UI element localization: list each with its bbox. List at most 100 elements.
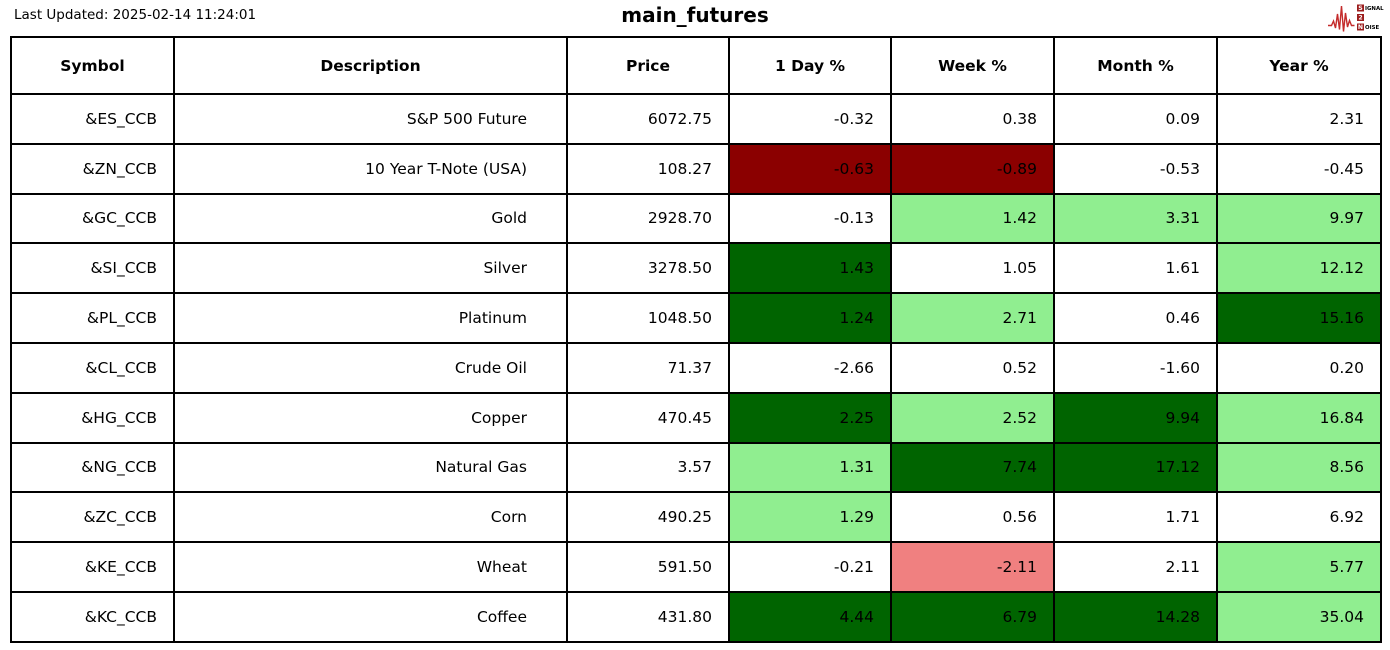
1-day-percent-cell: 2.25: [728, 391, 892, 444]
logo-digit-2: 2: [1358, 15, 1362, 22]
description-cell: Copper: [173, 391, 568, 444]
logo-word-noise: OISE: [1365, 25, 1379, 31]
symbol-cell: &PL_CCB: [10, 292, 175, 344]
month-percent-cell: 14.28: [1053, 590, 1218, 643]
month-percent-cell: 1.61: [1053, 242, 1218, 295]
week-percent-cell: 0.56: [890, 491, 1055, 544]
week-percent-cell: 2.71: [890, 292, 1055, 344]
table-row-gc-ccb: &GC_CCB Gold 2928.70 -0.13 1.42 3.31 9.97: [10, 192, 1382, 245]
1-day-percent-cell: 1.24: [728, 292, 892, 344]
logo-box-n: [1357, 23, 1364, 31]
year-percent-cell: 9.97: [1216, 192, 1382, 245]
month-percent-cell: 2.11: [1053, 541, 1218, 593]
column-header-month: Month %: [1053, 36, 1218, 95]
logo-box-s: [1357, 4, 1364, 12]
price-cell: 6072.75: [566, 93, 730, 145]
year-percent-cell: -0.45: [1216, 142, 1382, 195]
1-day-percent-cell: -0.32: [728, 93, 892, 145]
price-cell: 490.25: [566, 491, 730, 544]
logo-letter-s: S: [1358, 5, 1362, 12]
week-percent-cell: 1.42: [890, 192, 1055, 245]
column-header-1-day: 1 Day %: [728, 36, 892, 95]
table-row-es-ccb: &ES_CCB S&P 500 Future 6072.75 -0.32 0.38 0.0…: [10, 93, 1382, 145]
year-percent-cell: 0.20: [1216, 341, 1382, 394]
description-cell: S&P 500 Future: [173, 93, 568, 145]
price-cell: 71.37: [566, 341, 730, 394]
1-day-percent-cell: -0.13: [728, 192, 892, 245]
column-header-week: Week %: [890, 36, 1055, 95]
price-cell: 3.57: [566, 441, 730, 494]
1-day-percent-cell: 1.31: [728, 441, 892, 494]
symbol-cell: &ZN_CCB: [10, 142, 175, 195]
table-row-ng-ccb: &NG_CCB Natural Gas 3.57 1.31 7.74 17.12 8.56: [10, 441, 1382, 494]
symbol-cell: &CL_CCB: [10, 341, 175, 394]
logo-wordmark: S IGNAL 2 N OISE: [1357, 4, 1384, 31]
week-percent-cell: 7.74: [890, 441, 1055, 494]
week-percent-cell: 2.52: [890, 391, 1055, 444]
symbol-cell: &ZC_CCB: [10, 491, 175, 544]
1-day-percent-cell: 4.44: [728, 590, 892, 643]
1-day-percent-cell: 1.43: [728, 242, 892, 295]
symbol-cell: &NG_CCB: [10, 441, 175, 494]
logo-word-signal: IGNAL: [1365, 6, 1384, 12]
table-row-hg-ccb: &HG_CCB Copper 470.45 2.25 2.52 9.94 16.84: [10, 391, 1382, 444]
description-cell: Wheat: [173, 541, 568, 593]
table-row-cl-ccb: &CL_CCB Crude Oil 71.37 -2.66 0.52 -1.60 0.20: [10, 341, 1382, 394]
year-percent-cell: 12.12: [1216, 242, 1382, 295]
description-cell: 10 Year T-Note (USA): [173, 142, 568, 195]
week-percent-cell: 1.05: [890, 242, 1055, 295]
page-title: main_futures: [621, 3, 769, 27]
price-cell: 470.45: [566, 391, 730, 444]
month-percent-cell: 0.09: [1053, 93, 1218, 145]
week-percent-cell: -2.11: [890, 541, 1055, 593]
price-cell: 2928.70: [566, 192, 730, 245]
year-percent-cell: 2.31: [1216, 93, 1382, 145]
month-percent-cell: -1.60: [1053, 341, 1218, 394]
price-cell: 431.80: [566, 590, 730, 643]
table-row-zc-ccb: &ZC_CCB Corn 490.25 1.29 0.56 1.71 6.92: [10, 491, 1382, 544]
description-cell: Coffee: [173, 590, 568, 643]
logo-letter-n: N: [1358, 24, 1363, 31]
table-row-ke-ccb: &KE_CCB Wheat 591.50 -0.21 -2.11 2.11 5.77: [10, 541, 1382, 593]
week-percent-cell: 0.38: [890, 93, 1055, 145]
table-row-zn-ccb: &ZN_CCB 10 Year T-Note (USA) 108.27 -0.63 -0…: [10, 142, 1382, 195]
year-percent-cell: 16.84: [1216, 391, 1382, 444]
year-percent-cell: 35.04: [1216, 590, 1382, 643]
column-header-symbol: Symbol: [10, 36, 175, 95]
description-cell: Silver: [173, 242, 568, 295]
price-cell: 591.50: [566, 541, 730, 593]
month-percent-cell: 0.46: [1053, 292, 1218, 344]
table-row-kc-ccb: &KC_CCB Coffee 431.80 4.44 6.79 14.28 35.04: [10, 590, 1382, 643]
1-day-percent-cell: -2.66: [728, 341, 892, 394]
year-percent-cell: 15.16: [1216, 292, 1382, 344]
week-percent-cell: -0.89: [890, 142, 1055, 195]
table-row-pl-ccb: &PL_CCB Platinum 1048.50 1.24 2.71 0.46 15.16: [10, 292, 1382, 344]
month-percent-cell: 3.31: [1053, 192, 1218, 245]
futures-table: Symbol Description Price 1 Day % Week % Month…: [10, 36, 1382, 643]
description-cell: Platinum: [173, 292, 568, 344]
year-percent-cell: 5.77: [1216, 541, 1382, 593]
month-percent-cell: 9.94: [1053, 391, 1218, 444]
month-percent-cell: 17.12: [1053, 441, 1218, 494]
description-cell: Crude Oil: [173, 341, 568, 394]
year-percent-cell: 6.92: [1216, 491, 1382, 544]
description-cell: Corn: [173, 491, 568, 544]
description-cell: Gold: [173, 192, 568, 245]
symbol-cell: &GC_CCB: [10, 192, 175, 245]
logo-box-2: [1357, 14, 1364, 21]
column-header-price: Price: [566, 36, 730, 95]
symbol-cell: &ES_CCB: [10, 93, 175, 145]
price-cell: 1048.50: [566, 292, 730, 344]
table-body: &ES_CCB S&P 500 Future 6072.75 -0.32 0.38 0.0…: [10, 93, 1382, 643]
year-percent-cell: 8.56: [1216, 441, 1382, 494]
1-day-percent-cell: -0.63: [728, 142, 892, 195]
table-header-row: Symbol Description Price 1 Day % Week % Month…: [10, 36, 1382, 95]
symbol-cell: &KE_CCB: [10, 541, 175, 593]
table-row-si-ccb: &SI_CCB Silver 3278.50 1.43 1.05 1.61 12.12: [10, 242, 1382, 295]
symbol-cell: &KC_CCB: [10, 590, 175, 643]
symbol-cell: &SI_CCB: [10, 242, 175, 295]
month-percent-cell: -0.53: [1053, 142, 1218, 195]
week-percent-cell: 0.52: [890, 341, 1055, 394]
ecg-waveform-icon: [1328, 5, 1355, 32]
1-day-percent-cell: 1.29: [728, 491, 892, 544]
